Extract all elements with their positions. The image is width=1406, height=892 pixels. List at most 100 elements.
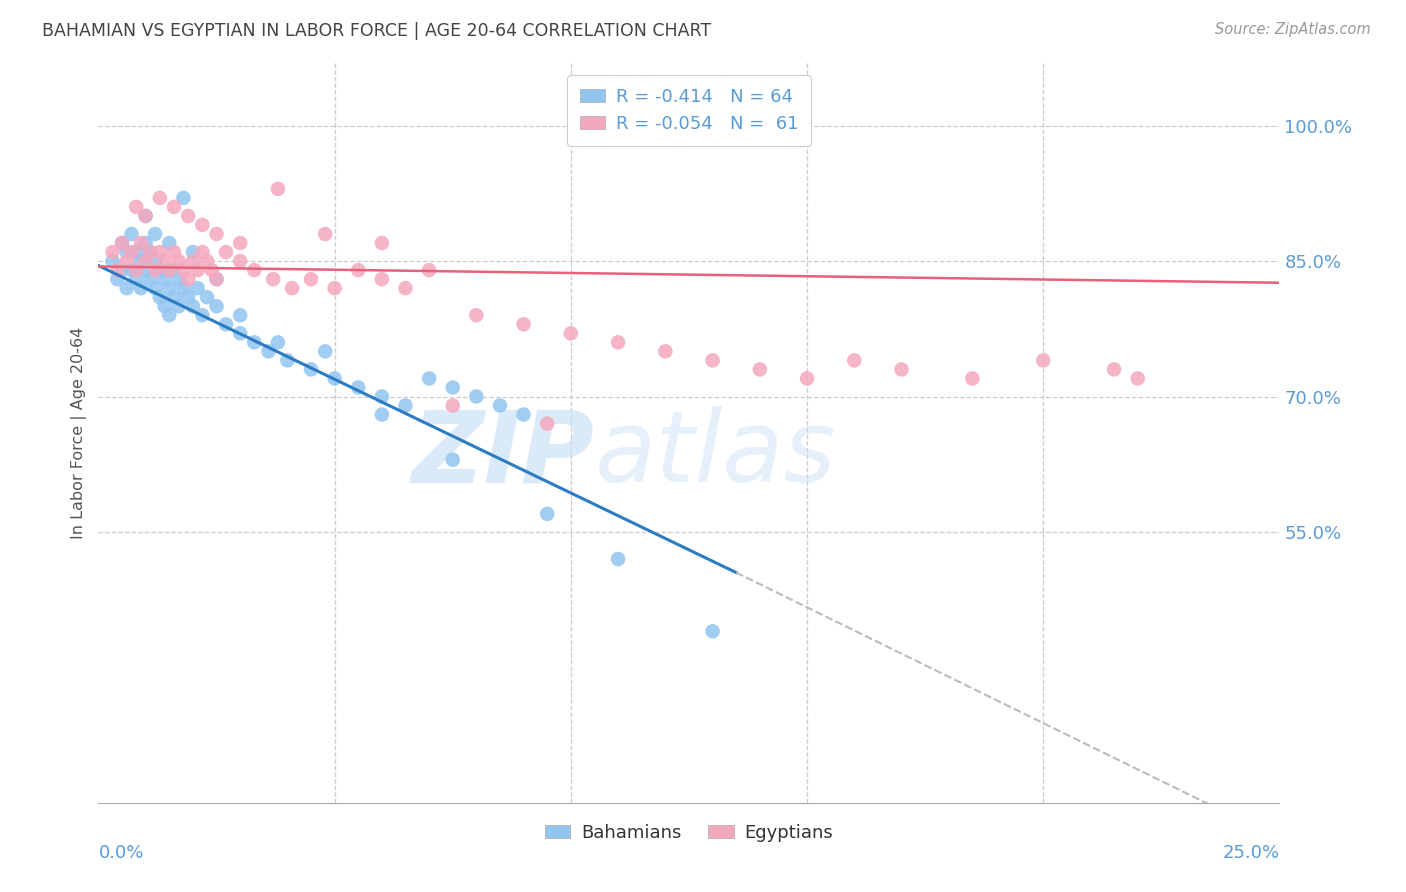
Point — [347, 263, 370, 277]
Point — [135, 209, 157, 223]
Point — [323, 371, 346, 385]
Point — [167, 299, 190, 313]
Point — [121, 263, 143, 277]
Point — [314, 227, 336, 241]
Point — [1102, 362, 1125, 376]
Point — [441, 452, 464, 467]
Point — [153, 254, 176, 268]
Point — [143, 281, 166, 295]
Point — [181, 245, 204, 260]
Point — [139, 245, 162, 260]
Point — [129, 235, 152, 250]
Point — [267, 335, 290, 350]
Point — [205, 299, 228, 313]
Y-axis label: In Labor Force | Age 20-64: In Labor Force | Age 20-64 — [72, 326, 87, 539]
Point — [121, 245, 143, 260]
Point — [314, 344, 336, 359]
Text: BAHAMIAN VS EGYPTIAN IN LABOR FORCE | AGE 20-64 CORRELATION CHART: BAHAMIAN VS EGYPTIAN IN LABOR FORCE | AG… — [42, 22, 711, 40]
Point — [135, 254, 157, 268]
Point — [844, 353, 866, 368]
Point — [149, 263, 172, 277]
Point — [139, 245, 162, 260]
Point — [111, 263, 134, 277]
Text: Source: ZipAtlas.com: Source: ZipAtlas.com — [1215, 22, 1371, 37]
Point — [111, 235, 134, 250]
Point — [111, 235, 134, 250]
Point — [191, 245, 214, 260]
Point — [276, 353, 298, 368]
Point — [115, 254, 138, 268]
Point — [1032, 353, 1054, 368]
Point — [229, 254, 252, 268]
Point — [163, 290, 186, 304]
Point — [229, 235, 252, 250]
Point — [394, 399, 416, 413]
Point — [890, 362, 912, 376]
Point — [143, 263, 166, 277]
Point — [157, 308, 180, 322]
Point — [163, 245, 186, 260]
Point — [163, 263, 186, 277]
Point — [229, 308, 252, 322]
Point — [962, 371, 984, 385]
Point — [181, 254, 204, 268]
Point — [115, 245, 138, 260]
Point — [257, 344, 280, 359]
Point — [125, 272, 148, 286]
Point — [262, 272, 284, 286]
Point — [465, 390, 488, 404]
Point — [371, 235, 394, 250]
Point — [215, 245, 238, 260]
Point — [101, 254, 124, 268]
Point — [748, 362, 770, 376]
Point — [560, 326, 582, 341]
Point — [121, 227, 143, 241]
Point — [654, 344, 676, 359]
Point — [229, 326, 252, 341]
Point — [129, 254, 152, 268]
Point — [201, 263, 224, 277]
Point — [267, 182, 290, 196]
Point — [191, 308, 214, 322]
Point — [347, 380, 370, 394]
Point — [125, 245, 148, 260]
Point — [195, 254, 218, 268]
Point — [441, 380, 464, 394]
Point — [243, 263, 266, 277]
Point — [205, 227, 228, 241]
Point — [157, 235, 180, 250]
Point — [371, 408, 394, 422]
Point — [105, 272, 128, 286]
Point — [607, 552, 630, 566]
Point — [135, 209, 157, 223]
Point — [172, 263, 194, 277]
Point — [281, 281, 304, 295]
Point — [153, 299, 176, 313]
Point — [243, 335, 266, 350]
Point — [512, 408, 534, 422]
Point — [489, 399, 512, 413]
Point — [195, 290, 218, 304]
Point — [299, 362, 322, 376]
Point — [512, 318, 534, 332]
Point — [177, 209, 200, 223]
Point — [1126, 371, 1149, 385]
Point — [135, 235, 157, 250]
Point — [115, 281, 138, 295]
Point — [125, 263, 148, 277]
Point — [181, 299, 204, 313]
Point — [177, 272, 200, 286]
Point — [101, 245, 124, 260]
Point — [187, 263, 209, 277]
Point — [371, 390, 394, 404]
Text: ZIP: ZIP — [412, 407, 595, 503]
Text: 0.0%: 0.0% — [98, 844, 143, 862]
Point — [299, 272, 322, 286]
Point — [149, 191, 172, 205]
Point — [143, 227, 166, 241]
Point — [796, 371, 818, 385]
Point — [125, 200, 148, 214]
Point — [172, 281, 194, 295]
Point — [418, 263, 440, 277]
Point — [418, 371, 440, 385]
